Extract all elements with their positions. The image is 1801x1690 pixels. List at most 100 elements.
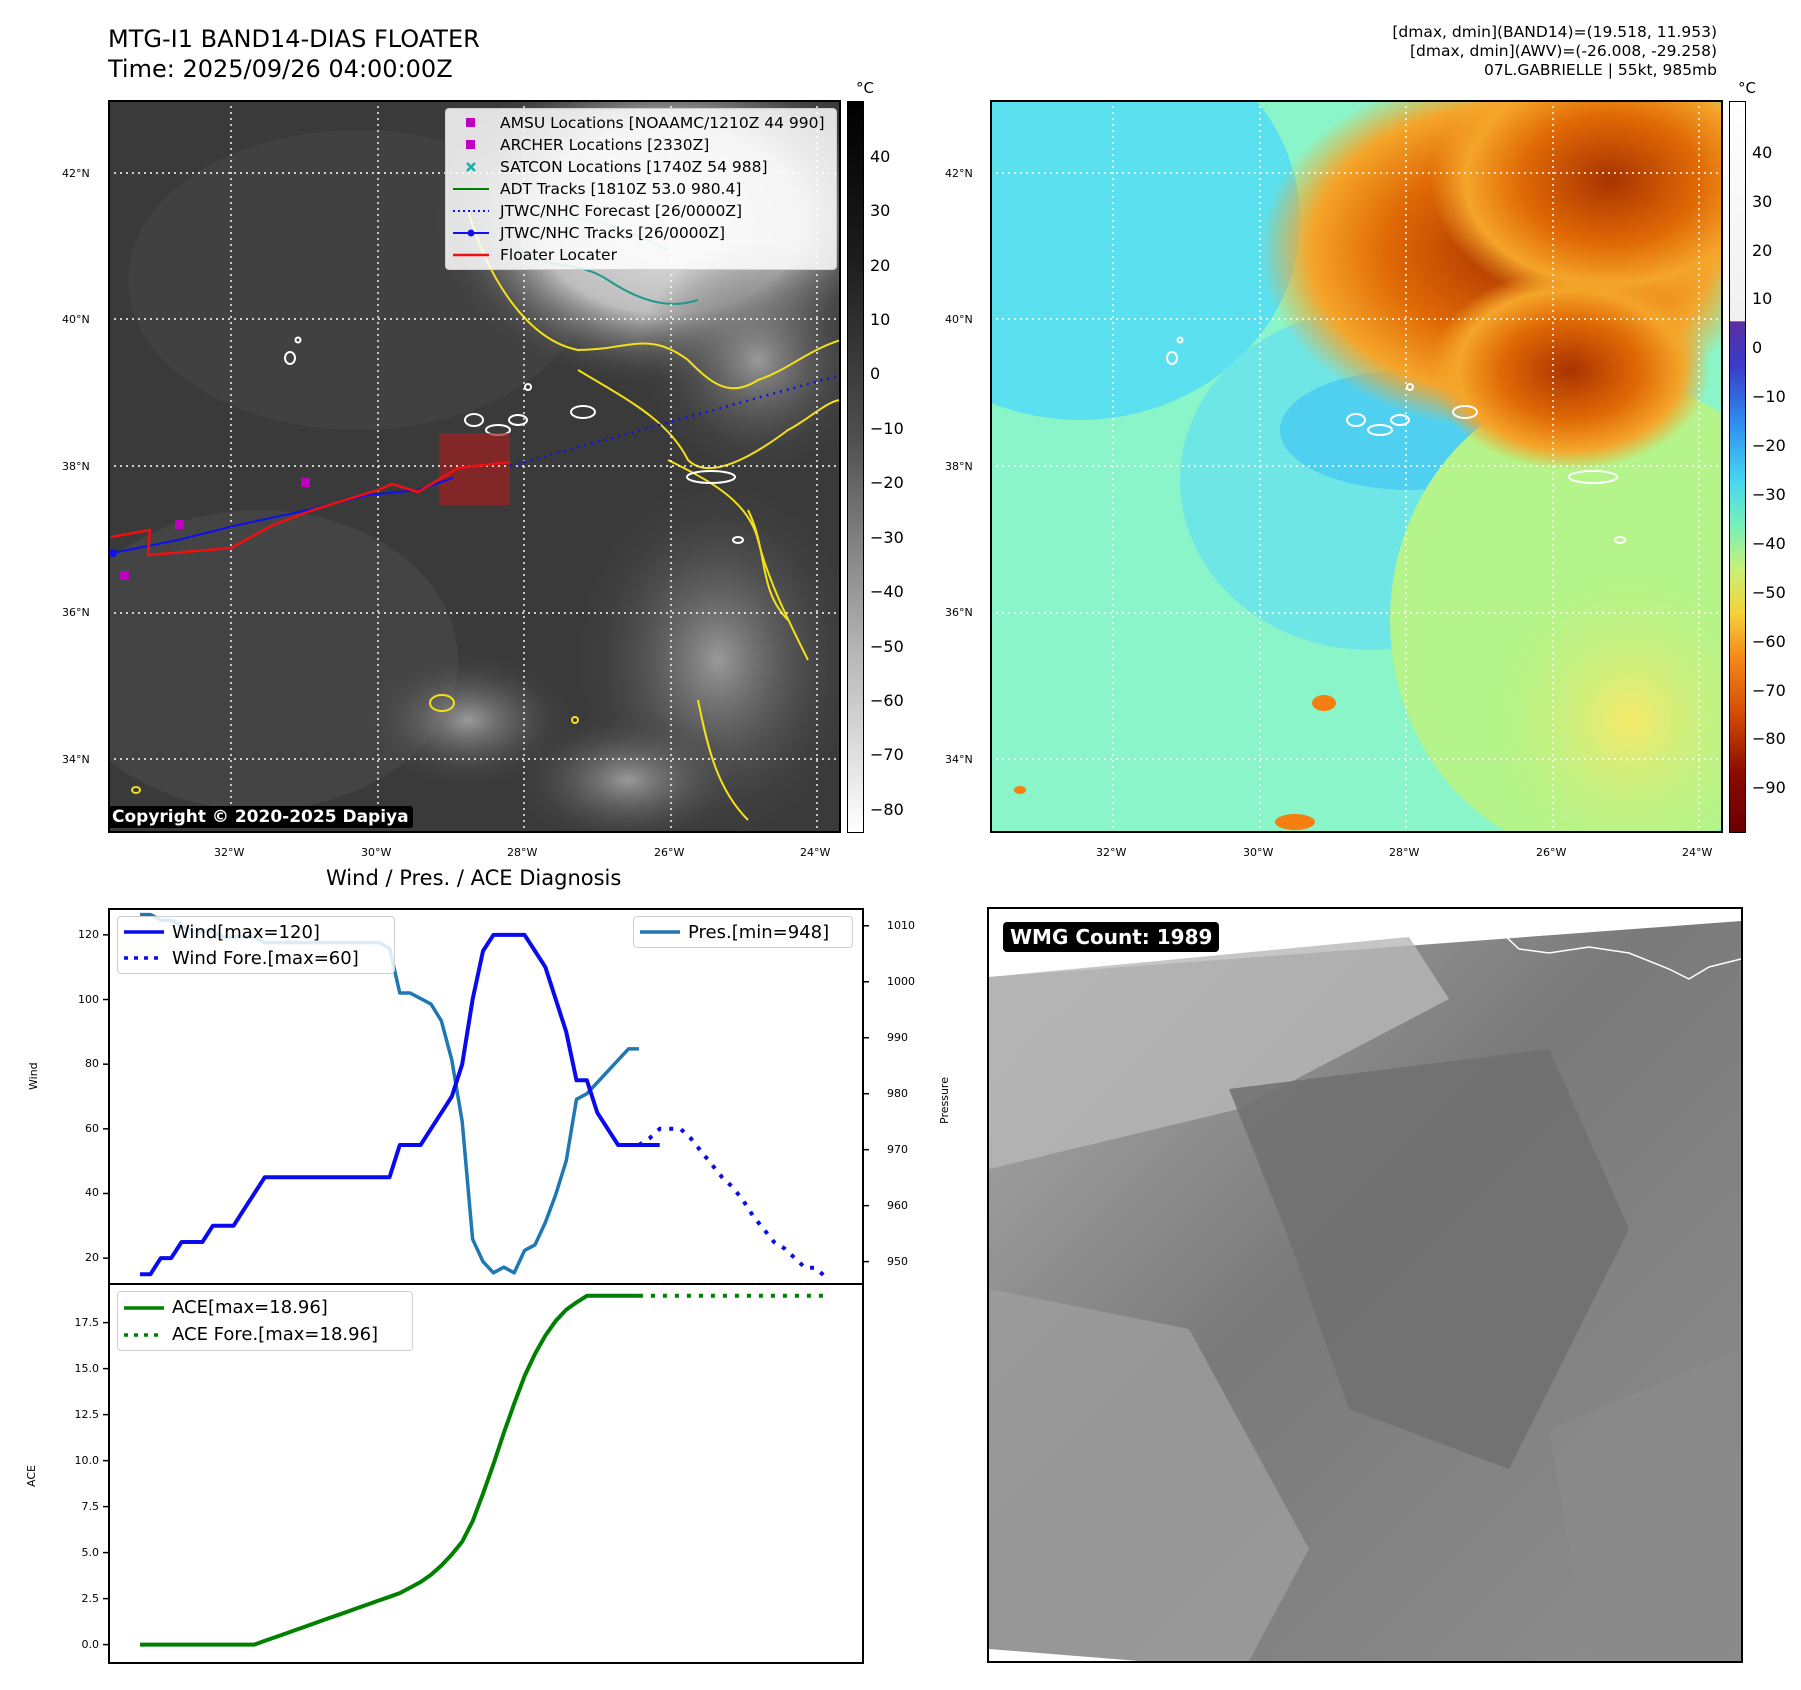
rcb-tick: −20	[1752, 436, 1786, 455]
lon-label-24-right: 24°W	[1682, 846, 1713, 859]
rcb-tick: −60	[1752, 632, 1786, 651]
lcb-tick: −20	[870, 473, 904, 492]
wind-tick-label: 40	[85, 1186, 99, 1200]
pressure-tick-label: 960	[887, 1198, 908, 1212]
lat-label-42-right: 42°N	[945, 167, 973, 180]
lcb-tick: −30	[870, 528, 904, 547]
wind-axis-label: Wind	[27, 1062, 40, 1090]
ace-tick-label: 5.0	[81, 1545, 100, 1559]
ace-legend: ACE[max=18.96] ACE Fore.[max=18.96]	[117, 1291, 413, 1351]
legend-forecast: JTWC/NHC Forecast [26/0000Z]	[450, 200, 832, 222]
tracks-line-icon	[450, 229, 492, 237]
lon-label-26-right: 26°W	[1536, 846, 1567, 859]
lcb-tick: 30	[870, 201, 891, 220]
ace-series-line	[140, 1293, 639, 1647]
lcb-tick: −50	[870, 637, 904, 656]
ace-fore-line-icon	[122, 1332, 164, 1338]
legend-ace-fore: ACE Fore.[max=18.96]	[122, 1321, 408, 1348]
lon-label-28-left: 28°W	[507, 846, 538, 859]
rcb-tick: 30	[1752, 192, 1773, 211]
lon-label-32-right: 32°W	[1096, 846, 1127, 859]
adt-line-icon	[450, 186, 492, 192]
rcb-tick: −10	[1752, 387, 1786, 406]
legend-ace: ACE[max=18.96]	[122, 1294, 408, 1321]
rcb-tick: −50	[1752, 583, 1786, 602]
lat-label-36-left: 36°N	[62, 606, 90, 619]
ir-map: Copyright © 2020-2025 Dapiya AMSU Locati…	[108, 100, 841, 833]
legend-forecast-label: JTWC/NHC Forecast [26/0000Z]	[500, 202, 743, 220]
rcb-tick: −70	[1752, 681, 1786, 700]
wind-tick-label: 100	[78, 992, 99, 1006]
wind-tick-label: 60	[85, 1121, 99, 1135]
rcb-tick: −30	[1752, 485, 1786, 504]
copyright-badge: Copyright © 2020-2025 Dapiya	[108, 806, 413, 828]
lcb-tick: −70	[870, 745, 904, 764]
lon-label-30-right: 30°W	[1243, 846, 1274, 859]
wind-series-line	[140, 932, 660, 1277]
ace-tick-label: 0.0	[81, 1637, 100, 1651]
rcb-tick: −80	[1752, 729, 1786, 748]
wv-map	[990, 100, 1723, 833]
wind-tick-label: 80	[85, 1057, 99, 1071]
forecast-line-icon	[450, 208, 492, 214]
legend-floater-label: Floater Locater	[500, 246, 617, 264]
ace-line-icon	[122, 1305, 164, 1311]
legend-tracks: JTWC/NHC Tracks [26/0000Z]	[450, 222, 832, 244]
ace-tick-label: 12.5	[74, 1407, 100, 1421]
legend-satcon-label: SATCON Locations [1740Z 54 988]	[500, 158, 768, 176]
pressure-tick-label: 990	[887, 1030, 908, 1044]
wmg-image	[989, 909, 1741, 1661]
pressure-axis-label: Pressure	[938, 1077, 951, 1124]
pressure-line-icon	[638, 929, 680, 935]
archer-marker-icon	[450, 140, 492, 150]
legend-wind: Wind[max=120]	[122, 919, 390, 945]
pressure-legend: Pres.[min=948]	[633, 916, 853, 948]
pressure-tick-label: 970	[887, 1142, 908, 1156]
legend-archer-label: ARCHER Locations [2330Z]	[500, 136, 710, 154]
left-colorbar	[847, 101, 864, 833]
lcb-tick: 20	[870, 256, 891, 275]
lat-label-40-left: 40°N	[62, 313, 90, 326]
wmg-panel: WMG Count: 1989	[987, 907, 1743, 1663]
wv-map-frame	[990, 100, 1723, 833]
lon-label-32-left: 32°W	[214, 846, 245, 859]
title-line-1: MTG-I1 BAND14-DIAS FLOATER	[108, 25, 480, 53]
lcb-tick: 10	[870, 310, 891, 329]
storm-info: [dmax, dmin](BAND14)=(19.518, 11.953) [d…	[1392, 23, 1717, 80]
wind-line-icon	[122, 929, 164, 935]
lcb-tick: 0	[870, 364, 881, 383]
lat-label-34-left: 34°N	[62, 753, 90, 766]
pressure-tick-label: 980	[887, 1086, 908, 1100]
info-line-2: [dmax, dmin](AWV)=(-26.008, -29.258)	[1410, 42, 1717, 60]
lon-label-26-left: 26°W	[654, 846, 685, 859]
lcb-tick: −80	[870, 800, 904, 819]
rcb-tick: 40	[1752, 143, 1773, 162]
map-legend: AMSU Locations [NOAAMC/1210Z 44 990] ARC…	[445, 108, 837, 270]
lat-label-34-right: 34°N	[945, 753, 973, 766]
rcb-tick: 20	[1752, 241, 1773, 260]
ace-tick-label: 7.5	[81, 1499, 100, 1513]
figure-title: MTG-I1 BAND14-DIAS FLOATER Time: 2025/09…	[108, 24, 480, 84]
left-colorbar-ticks: 40 30 20 10 0 −10 −20 −30 −40 −50 −60 −7…	[870, 101, 910, 833]
wind-legend: Wind[max=120] Wind Fore.[max=60]	[117, 916, 395, 974]
right-colorbar-unit: °C	[1738, 79, 1756, 97]
rcb-tick: 0	[1752, 338, 1763, 357]
ace-tick-label: 2.5	[81, 1591, 100, 1605]
lon-label-24-left: 24°W	[800, 846, 831, 859]
left-colorbar-unit: °C	[856, 79, 874, 97]
wind-tick-label: 120	[78, 927, 99, 941]
legend-satcon: SATCON Locations [1740Z 54 988]	[450, 156, 832, 178]
lcb-tick: −10	[870, 419, 904, 438]
legend-ace-fore-label: ACE Fore.[max=18.96]	[172, 1324, 379, 1345]
lat-label-40-right: 40°N	[945, 313, 973, 326]
legend-amsu-label: AMSU Locations [NOAAMC/1210Z 44 990]	[500, 114, 825, 132]
legend-archer: ARCHER Locations [2330Z]	[450, 134, 832, 156]
ace-tick-label: 17.5	[74, 1315, 100, 1329]
lat-label-36-right: 36°N	[945, 606, 973, 619]
lon-label-28-right: 28°W	[1389, 846, 1420, 859]
satcon-marker-icon	[450, 162, 492, 172]
legend-pressure: Pres.[min=948]	[638, 919, 848, 945]
right-colorbar	[1729, 101, 1746, 833]
legend-pressure-label: Pres.[min=948]	[688, 921, 830, 943]
info-line-1: [dmax, dmin](BAND14)=(19.518, 11.953)	[1392, 23, 1717, 41]
